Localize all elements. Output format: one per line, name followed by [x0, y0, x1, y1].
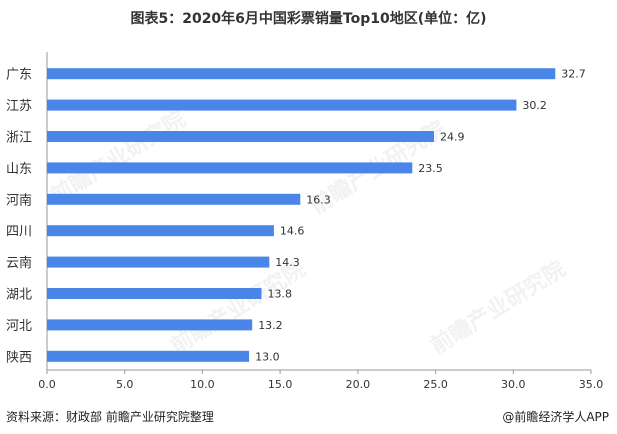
- category-label: 湖北: [6, 288, 32, 303]
- x-tick-label: 0.0: [38, 378, 56, 391]
- value-label: 14.6: [280, 225, 305, 238]
- category-label: 广东: [6, 68, 32, 83]
- category-label: 河南: [6, 192, 32, 208]
- bar: [47, 162, 413, 174]
- value-label: 13.0: [255, 350, 280, 363]
- bar: [47, 256, 270, 268]
- source-note: 资料来源：财政部 前瞻产业研究院整理: [6, 410, 214, 424]
- x-tick-label: 20.0: [346, 378, 371, 391]
- category-label: 陕西: [6, 350, 32, 365]
- bar: [47, 68, 556, 80]
- bar: [47, 350, 250, 362]
- category-label: 四川: [6, 225, 32, 240]
- value-label: 13.2: [258, 319, 283, 332]
- x-tick-label: 15.0: [268, 378, 293, 391]
- bar: [47, 193, 301, 205]
- bar: [47, 225, 274, 237]
- category-label: 山东: [6, 162, 32, 177]
- value-label: 32.7: [561, 68, 586, 81]
- chart-title: 图表5：2020年6月中国彩票销量Top10地区(单位：亿): [130, 11, 487, 27]
- category-label: 江苏: [6, 98, 32, 114]
- x-tick-label: 30.0: [501, 378, 526, 391]
- bar: [47, 99, 517, 111]
- category-label: 河北: [6, 319, 32, 334]
- value-label: 14.3: [275, 256, 300, 269]
- x-tick-label: 25.0: [423, 378, 448, 391]
- category-label: 浙江: [6, 131, 32, 146]
- value-label: 24.9: [440, 131, 465, 144]
- x-tick-label: 10.0: [190, 378, 215, 391]
- value-label: 30.2: [522, 99, 547, 112]
- value-label: 23.5: [418, 162, 443, 175]
- x-tick-label: 35.0: [579, 378, 604, 391]
- x-tick-label: 5.0: [116, 378, 134, 391]
- value-label: 16.3: [306, 193, 331, 206]
- bar: [47, 319, 253, 331]
- value-label: 13.8: [268, 288, 293, 301]
- bar: [47, 131, 434, 142]
- category-label: 云南: [6, 255, 32, 271]
- credit-note: @前瞻经济学人APP: [502, 410, 609, 424]
- bar: [47, 288, 262, 299]
